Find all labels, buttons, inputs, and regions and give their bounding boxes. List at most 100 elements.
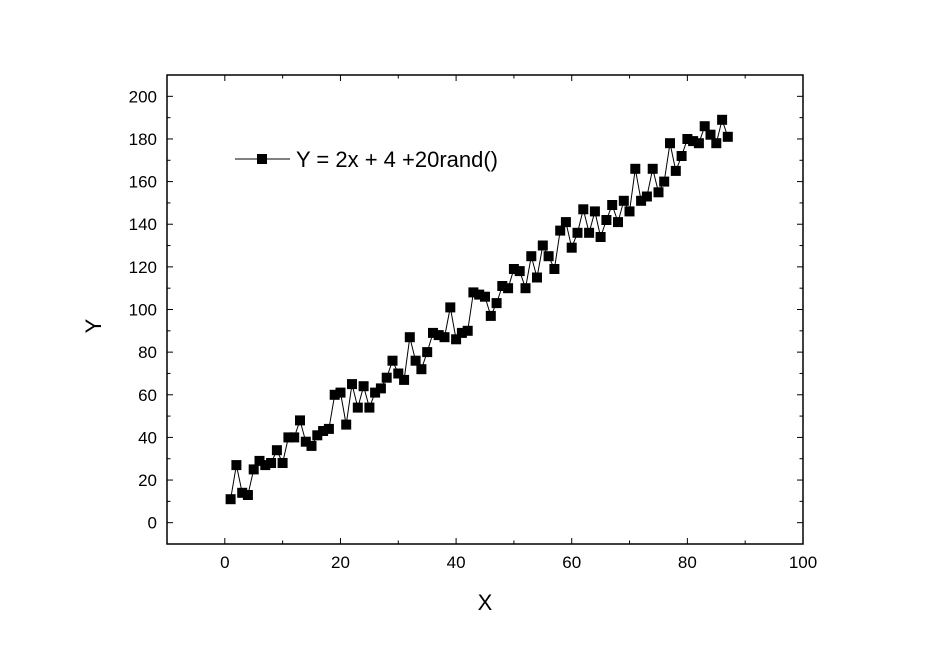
plot-area xyxy=(166,74,804,545)
x-axis-title: X xyxy=(478,590,493,615)
y-tick-label: 0 xyxy=(148,514,157,533)
data-point xyxy=(283,432,294,443)
data-point xyxy=(318,426,329,436)
data-point xyxy=(630,163,641,174)
data-point xyxy=(364,402,375,413)
data-point xyxy=(537,240,548,251)
data-point xyxy=(456,327,467,338)
data-point xyxy=(439,332,450,343)
x-tick-label: 100 xyxy=(789,553,817,572)
data-point xyxy=(566,242,577,253)
data-point xyxy=(370,387,381,398)
x-tick-label: 20 xyxy=(331,553,350,572)
series-layer xyxy=(225,114,733,505)
data-point xyxy=(254,455,265,466)
data-point xyxy=(572,227,583,238)
data-point xyxy=(670,165,681,176)
data-point xyxy=(271,445,282,456)
x-tick-label: 60 xyxy=(562,553,581,572)
data-point xyxy=(659,176,670,187)
data-point xyxy=(711,138,722,149)
data-point xyxy=(578,204,589,215)
data-point xyxy=(508,264,519,274)
data-point xyxy=(676,151,687,161)
data-point xyxy=(653,187,664,198)
data-point xyxy=(624,206,635,217)
data-point xyxy=(323,423,334,434)
data-point xyxy=(312,430,323,441)
data-point xyxy=(549,264,560,274)
data-point xyxy=(295,415,305,426)
data-point xyxy=(416,364,427,375)
data-point xyxy=(381,372,392,383)
data-point xyxy=(422,347,433,358)
data-point xyxy=(335,387,346,398)
x-tick-label: 80 xyxy=(678,553,697,572)
data-point xyxy=(520,283,531,294)
data-point xyxy=(532,272,542,283)
data-point xyxy=(248,464,259,475)
x-tick-label: 40 xyxy=(447,553,466,572)
data-point xyxy=(699,121,710,132)
data-point xyxy=(722,131,733,142)
y-tick-label: 40 xyxy=(138,428,157,447)
data-point xyxy=(526,251,537,262)
y-axis-title: Y xyxy=(81,318,106,333)
data-point xyxy=(485,310,496,321)
y-tick-label: 200 xyxy=(129,87,157,106)
data-point xyxy=(352,402,363,413)
legend-marker xyxy=(257,154,267,164)
data-point xyxy=(705,129,716,140)
data-point xyxy=(607,200,618,210)
data-point xyxy=(688,136,699,147)
data-point xyxy=(717,114,728,125)
y-tick-label: 120 xyxy=(129,258,157,277)
data-point xyxy=(682,134,693,144)
data-point xyxy=(242,490,253,500)
data-point xyxy=(595,232,606,242)
data-point xyxy=(641,191,652,202)
data-point xyxy=(404,332,415,343)
y-tick-label: 100 xyxy=(129,301,157,320)
data-point xyxy=(543,251,554,262)
data-point xyxy=(589,206,600,217)
data-point xyxy=(665,138,675,149)
data-point xyxy=(358,381,369,392)
x-tick-label: 0 xyxy=(220,553,229,572)
data-point xyxy=(480,291,490,302)
data-point xyxy=(503,283,514,294)
data-point xyxy=(231,460,242,471)
axis-ticks xyxy=(166,74,804,545)
data-point xyxy=(445,302,456,313)
y-tick-label: 180 xyxy=(129,130,157,149)
data-point xyxy=(468,287,479,298)
data-point xyxy=(237,487,248,498)
data-point xyxy=(428,327,438,338)
data-point xyxy=(289,432,300,443)
data-point xyxy=(636,195,647,206)
data-point xyxy=(300,436,311,447)
y-tick-label: 140 xyxy=(129,215,157,234)
data-point xyxy=(329,389,340,400)
data-point xyxy=(474,289,485,300)
data-point xyxy=(347,379,357,390)
data-point xyxy=(341,419,352,430)
data-point xyxy=(433,330,444,341)
legend-label: Y = 2x + 4 +20rand() xyxy=(296,147,498,172)
data-point xyxy=(560,217,571,228)
data-point xyxy=(375,383,386,394)
data-point xyxy=(387,355,398,366)
y-tick-label: 60 xyxy=(138,386,157,405)
data-point xyxy=(451,334,462,345)
data-point xyxy=(462,325,473,336)
data-point xyxy=(225,494,236,505)
data-point xyxy=(491,298,502,309)
data-point xyxy=(613,217,623,228)
data-point xyxy=(260,460,271,471)
data-point xyxy=(555,225,566,236)
data-point xyxy=(647,163,658,174)
data-point xyxy=(601,215,612,225)
y-tick-label: 20 xyxy=(138,471,157,490)
data-point xyxy=(514,266,525,277)
